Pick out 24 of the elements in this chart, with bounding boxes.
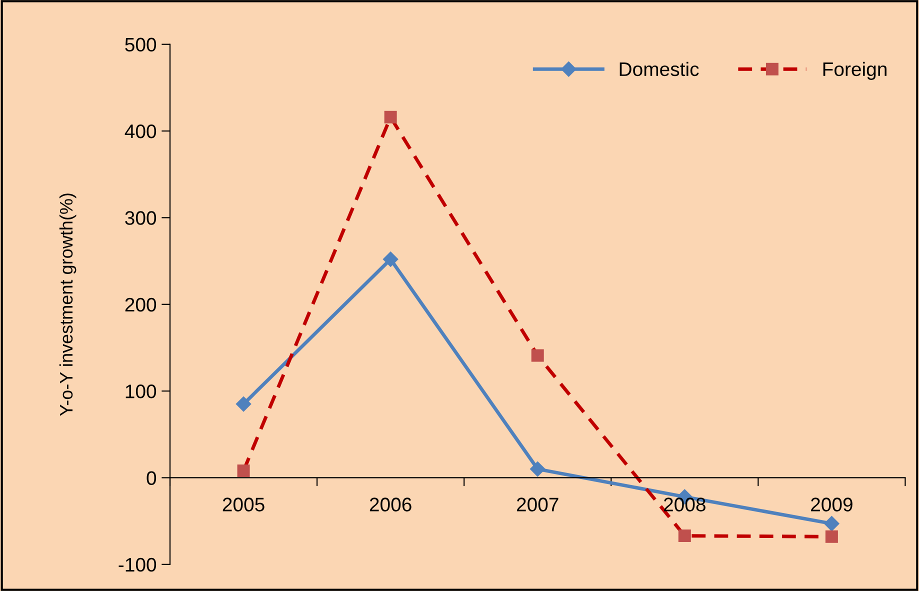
point	[825, 530, 838, 543]
point	[678, 530, 691, 542]
point	[383, 252, 398, 267]
y-tick-label: -100	[118, 558, 156, 572]
point	[237, 464, 250, 478]
x-tick-label: 2005	[222, 498, 264, 512]
x-tick-label: 2008	[664, 498, 706, 512]
point	[531, 349, 544, 362]
y-tick-label: 500	[125, 38, 156, 52]
point	[530, 461, 546, 477]
point	[236, 396, 252, 412]
legend-label: Foreign	[823, 62, 886, 80]
legend-label: Domestic	[620, 62, 699, 76]
y-tick-label: 300	[125, 211, 156, 225]
x-tick-label: 2009	[811, 498, 852, 512]
x-tick-label: 2007	[516, 498, 558, 512]
y-axis-title: Y-o-Y investment growth(%)	[59, 194, 76, 416]
y-tick-label: 0	[146, 471, 156, 485]
y-tick-label: 100	[126, 384, 156, 398]
point	[384, 110, 397, 124]
x-tick-label: 2006	[370, 498, 412, 512]
y-tick-label: 400	[124, 124, 156, 138]
point	[824, 516, 840, 532]
y-tick-label: 200	[125, 298, 156, 312]
